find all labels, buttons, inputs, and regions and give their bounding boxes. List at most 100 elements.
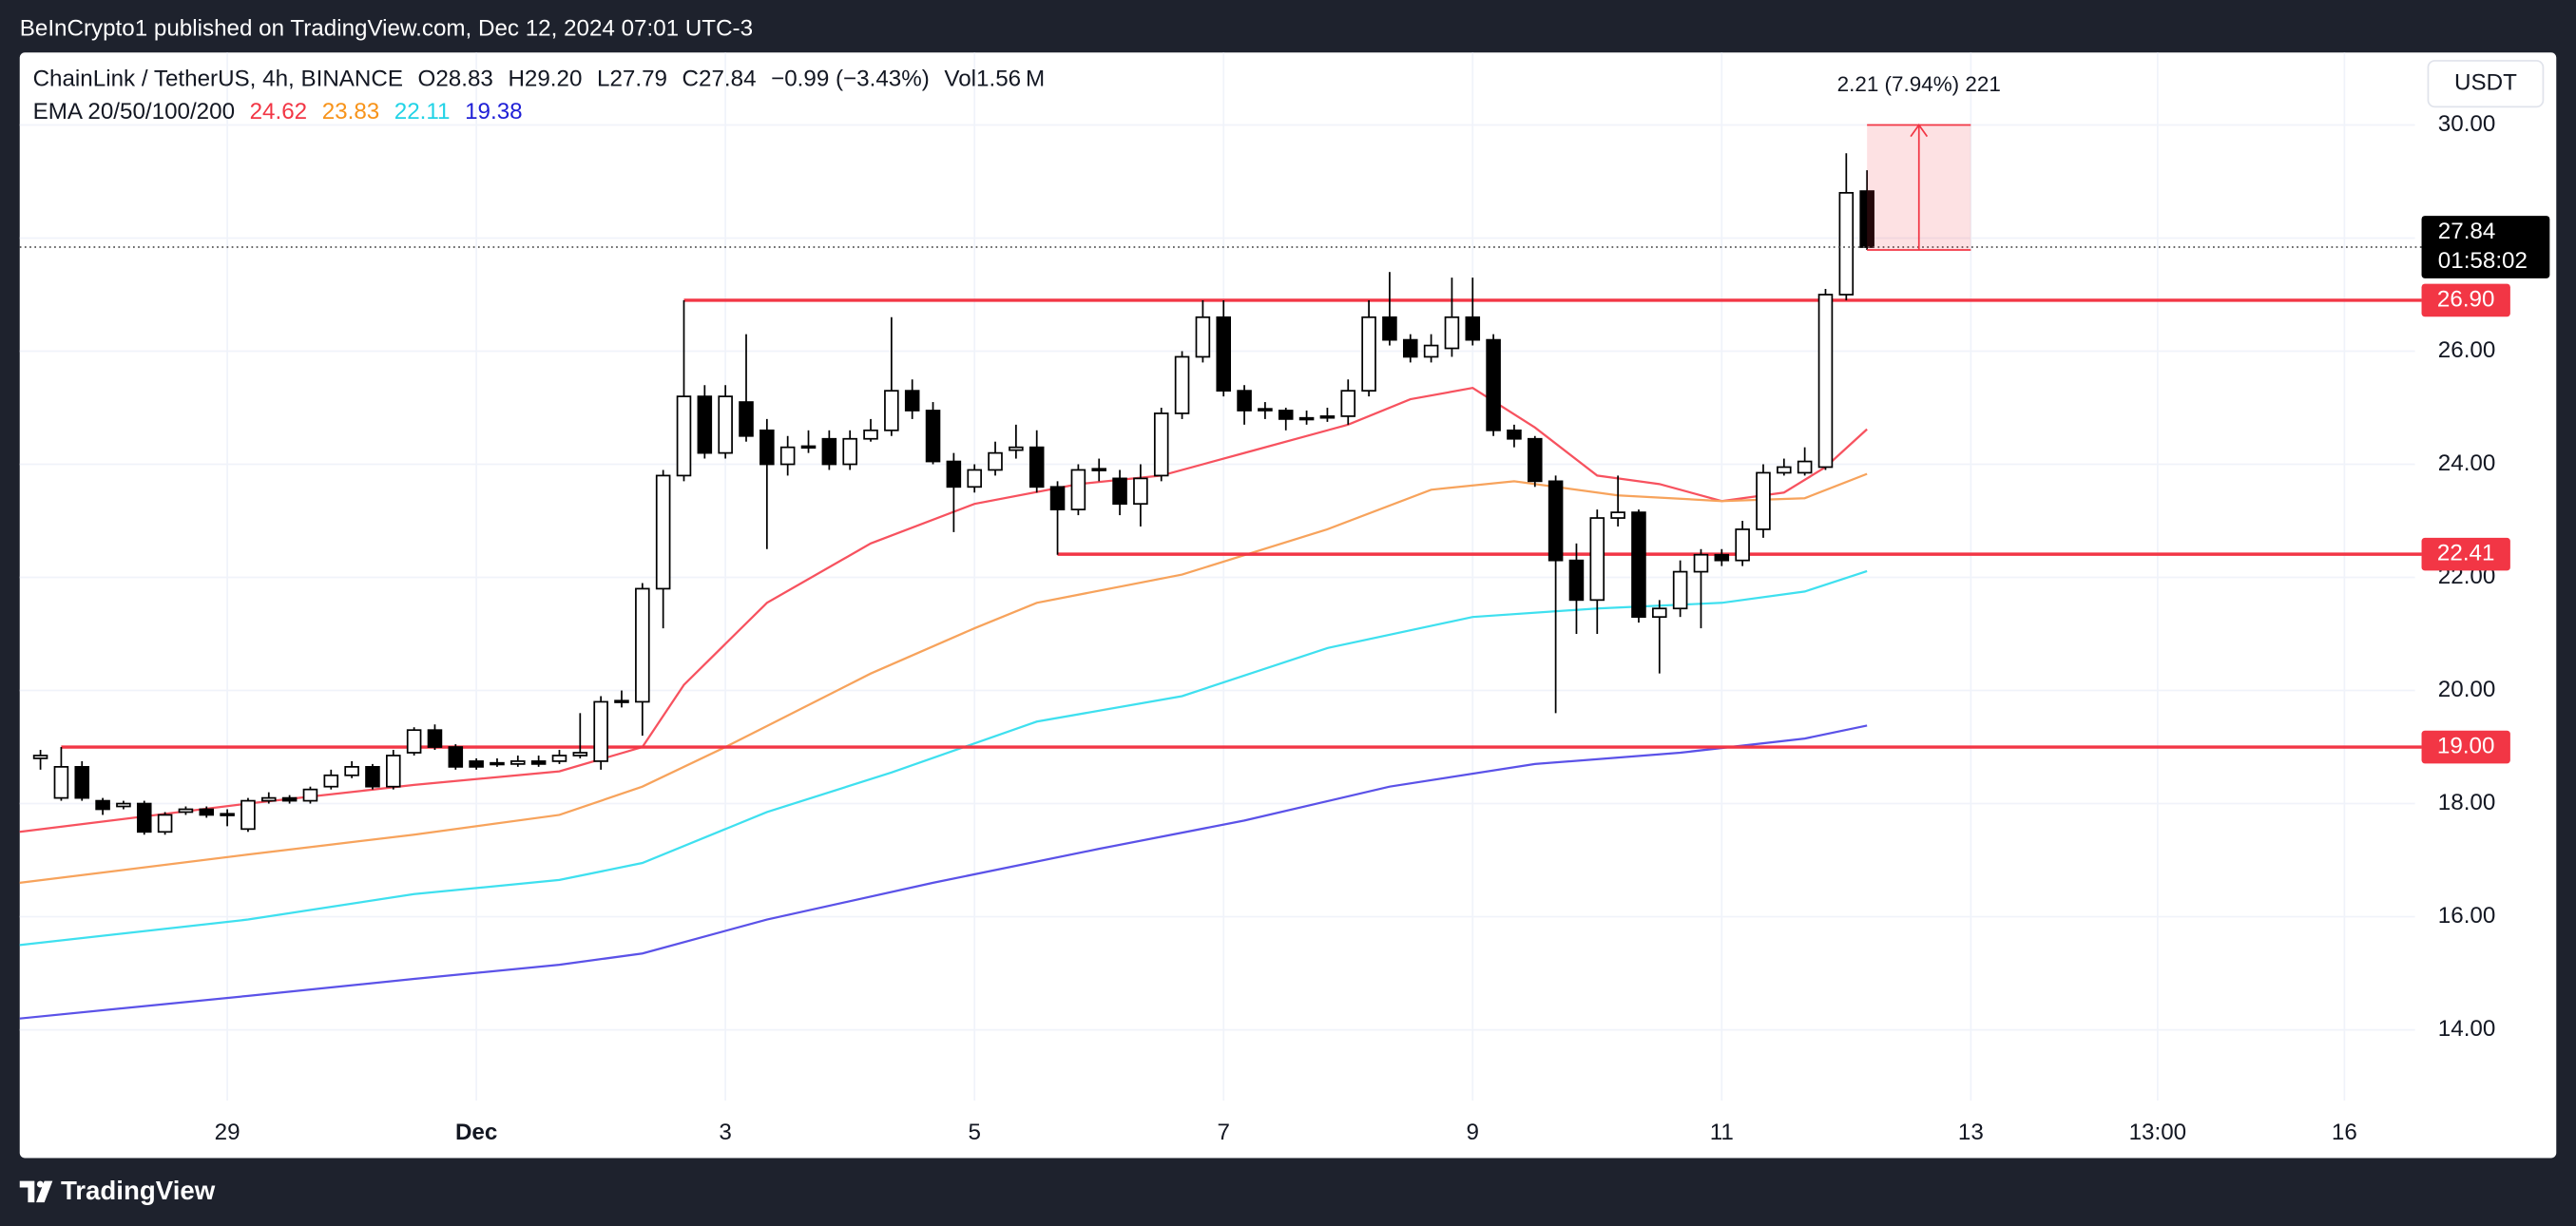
candle-body: [593, 700, 608, 762]
y-tick-label: 18.00: [2438, 790, 2496, 815]
candle-body: [323, 774, 339, 788]
candle-body: [1527, 437, 1543, 483]
candle-body: [281, 796, 298, 802]
candle-body: [74, 766, 90, 799]
candle-body: [1838, 192, 1855, 296]
candle-body: [842, 437, 857, 466]
quote-value: L27.79: [597, 67, 667, 92]
candle-body: [240, 799, 256, 831]
x-tick-label: 9: [1467, 1120, 1479, 1145]
symbol-header: ChainLink / TetherUS, 4h, BINANCE O28.83 H…: [33, 67, 1046, 92]
tradingview-logo: [19, 1180, 53, 1203]
candle-body: [821, 437, 837, 466]
candle-body: [220, 813, 235, 816]
candle-body: [1756, 471, 1771, 530]
level-price-label: 26.90: [2437, 286, 2495, 312]
candle-body: [1298, 416, 1315, 421]
candle-body: [904, 390, 920, 412]
candle-body: [1693, 553, 1709, 573]
candle-body: [779, 446, 796, 466]
candle-body: [1777, 466, 1792, 474]
x-tick-label: 29: [215, 1120, 240, 1145]
candle-body: [510, 760, 526, 765]
candle-body: [1735, 528, 1750, 562]
candle-body: [53, 766, 69, 799]
y-tick-label: 16.00: [2438, 903, 2496, 929]
candle-body: [1486, 338, 1501, 431]
candle-body: [1174, 355, 1190, 414]
candle-body: [1319, 415, 1336, 419]
candle-body: [614, 699, 629, 703]
level-price-label: 19.00: [2437, 733, 2495, 758]
candle-body: [655, 474, 671, 590]
logo-mark: [19, 1180, 53, 1203]
x-tick-label: Dec: [455, 1120, 497, 1145]
candle-body: [1859, 190, 1874, 248]
chart-panel: [19, 52, 2557, 1159]
candle-body: [551, 755, 567, 762]
currency-button[interactable]: [2427, 60, 2545, 108]
x-tick-label: 7: [1218, 1120, 1230, 1145]
level-price-label: 22.41: [2437, 541, 2495, 566]
candle-body: [406, 729, 422, 754]
y-tick-label: 26.00: [2438, 337, 2496, 363]
measure-arrow: [1910, 123, 1929, 250]
x-tick-label: 13: [1958, 1120, 1984, 1145]
candle-body: [1444, 316, 1460, 350]
ema-line: [19, 472, 1868, 884]
publish-info: BeInCrypto1 published on TradingView.com…: [20, 16, 753, 42]
candle-body: [925, 410, 941, 463]
candle-body: [1423, 344, 1439, 358]
logo-dot: [36, 1180, 44, 1188]
candle-body: [1009, 446, 1024, 451]
candle-body: [1195, 316, 1211, 358]
candle-body: [427, 729, 443, 748]
candle-body: [1361, 316, 1376, 393]
quote-value: H29.20: [508, 67, 582, 92]
candle-body: [1278, 410, 1294, 420]
candle-body: [967, 469, 982, 488]
candle-body: [759, 429, 775, 466]
x-tick-label: 16: [2332, 1120, 2357, 1145]
candle-body: [1465, 316, 1481, 341]
candle-body: [1070, 469, 1086, 510]
candle-body: [1507, 429, 1522, 440]
last-price-label: 27.84: [2438, 219, 2496, 244]
candle-body: [1340, 390, 1356, 417]
candle-body: [448, 746, 464, 768]
candle-body: [572, 752, 588, 757]
candle-body: [1589, 517, 1605, 602]
candle-body: [1153, 412, 1169, 477]
currency-label[interactable]: USDT: [2454, 70, 2517, 96]
indicator-value: 19.38: [465, 100, 523, 125]
candle-body: [136, 802, 152, 833]
candle-body: [1258, 408, 1273, 412]
candle-body: [1631, 511, 1646, 619]
candle-body: [739, 401, 754, 437]
candle-body: [302, 788, 318, 802]
x-tick-label: 5: [968, 1120, 980, 1145]
candle-body: [1652, 607, 1667, 619]
candle-body: [1817, 294, 1834, 469]
level-price-box: [2421, 537, 2510, 571]
countdown-label: 01:58:02: [2438, 248, 2528, 274]
indicator-header: EMA 20/50/100/200 24.62 23.83 22.11 19.38: [33, 100, 523, 125]
candle-body: [635, 587, 650, 703]
candle-body: [365, 766, 380, 788]
candle-body: [1548, 480, 1564, 562]
candle-body: [199, 808, 215, 816]
candle-body: [469, 760, 484, 768]
quote-value: −0.99 (−3.43%): [771, 67, 930, 92]
level-price-box: [2421, 730, 2510, 764]
candle-body: [260, 796, 277, 802]
candle-body: [116, 802, 131, 808]
candle-body: [490, 761, 505, 766]
y-tick-label: 14.00: [2438, 1016, 2496, 1042]
measure-label: 2.21 (7.94%) 221: [1837, 72, 2001, 96]
quote-value: Vol1.56 M: [944, 67, 1045, 92]
candle-body: [800, 445, 817, 450]
last-price-box: [2421, 216, 2550, 278]
candle-body: [1714, 553, 1730, 562]
candle-body: [697, 395, 713, 454]
